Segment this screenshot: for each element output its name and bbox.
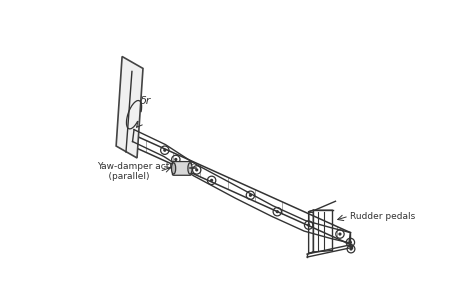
Ellipse shape — [188, 163, 192, 174]
Ellipse shape — [172, 163, 176, 174]
Circle shape — [349, 242, 351, 243]
Circle shape — [308, 224, 310, 226]
Circle shape — [350, 248, 352, 250]
Polygon shape — [116, 57, 143, 158]
Circle shape — [164, 149, 166, 151]
Text: Yaw-damper actuator
    (parallel): Yaw-damper actuator (parallel) — [97, 162, 193, 181]
Circle shape — [339, 233, 341, 235]
Circle shape — [249, 194, 251, 196]
FancyBboxPatch shape — [173, 161, 191, 175]
Text: δr: δr — [140, 96, 151, 106]
Circle shape — [276, 211, 278, 212]
Circle shape — [196, 169, 198, 171]
Text: Rudder pedals: Rudder pedals — [350, 212, 416, 221]
Circle shape — [175, 159, 177, 160]
Circle shape — [211, 179, 212, 181]
